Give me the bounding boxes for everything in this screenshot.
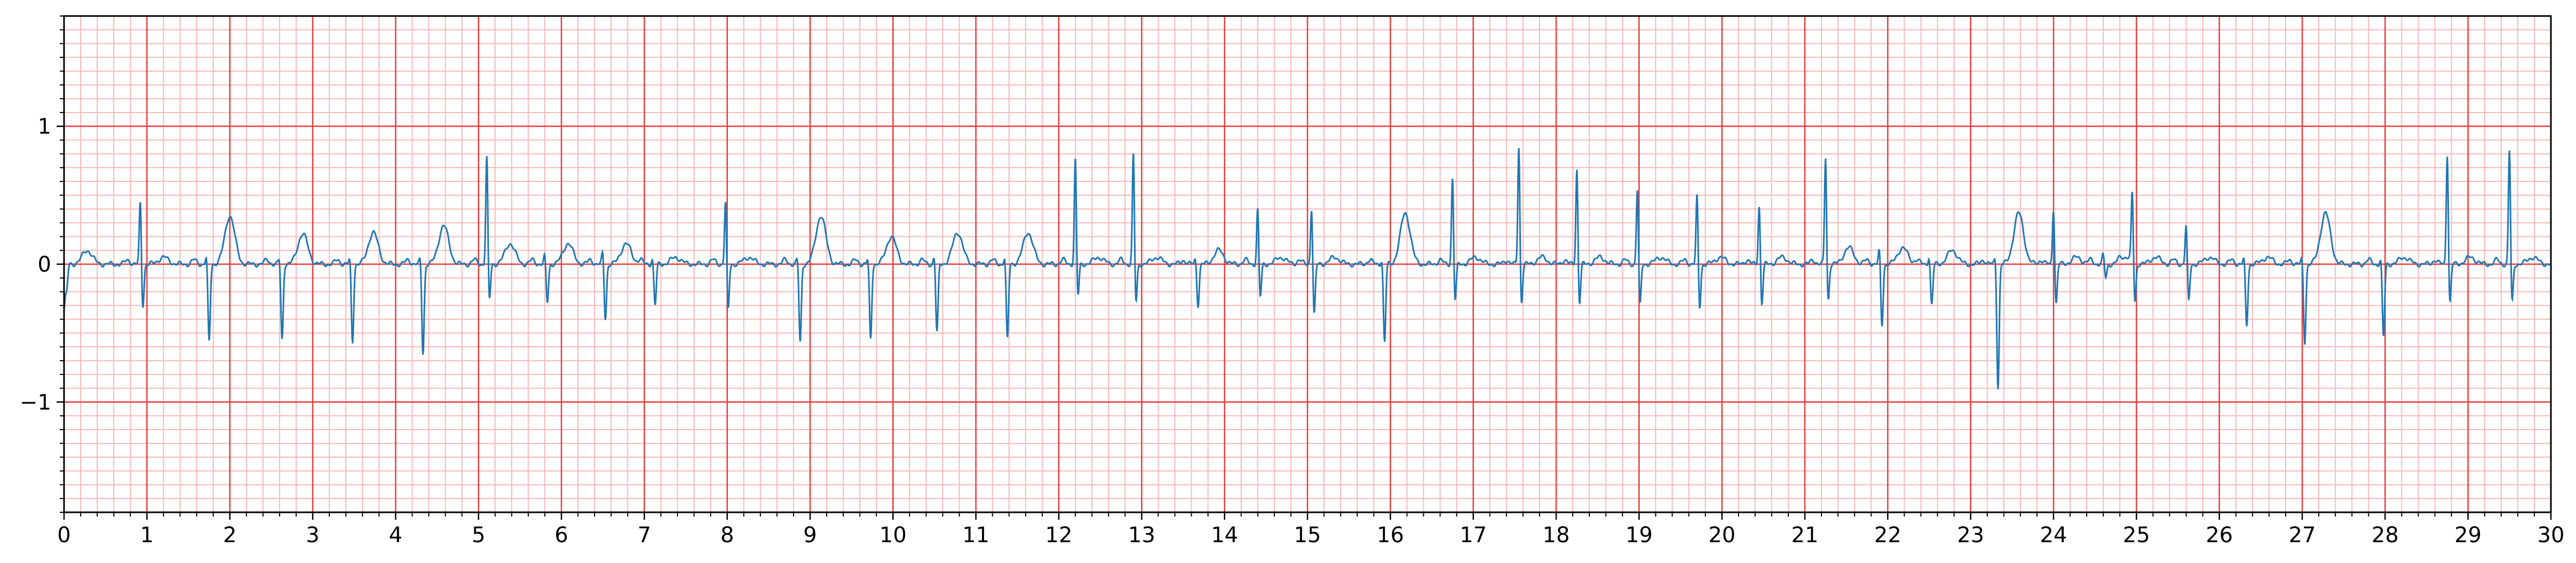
x-tick-label: 5 <box>472 523 485 548</box>
x-tick-label: 26 <box>2206 523 2233 548</box>
x-tick-label: 1 <box>140 523 154 548</box>
plot-frame <box>63 15 2552 513</box>
x-tick-label: 18 <box>1543 523 1570 548</box>
x-tick-label: 19 <box>1626 523 1653 548</box>
x-tick-label: 14 <box>1211 523 1238 548</box>
x-tick-label: 10 <box>879 523 907 548</box>
x-tick-label: 7 <box>638 523 651 548</box>
x-tick-label: 16 <box>1377 523 1404 548</box>
x-tick-label: 30 <box>2538 523 2565 548</box>
x-tick-label: 21 <box>1792 523 1819 548</box>
x-tick-label: 22 <box>1874 523 1901 548</box>
x-tick-label: 13 <box>1128 523 1155 548</box>
x-tick-label: 27 <box>2289 523 2316 548</box>
x-tick-label: 20 <box>1708 523 1735 548</box>
x-tick-label: 9 <box>803 523 817 548</box>
x-tick-label: 25 <box>2123 523 2150 548</box>
x-tick-label: 6 <box>554 523 568 548</box>
x-tick-label: 8 <box>720 523 734 548</box>
x-tick-labels: 0 1 2 3 4 5 6 7 8 9 10 11 12 13 14 15 16 17 18 19 20 21 22 23 24… <box>57 523 2564 548</box>
y-tick-label: 1 <box>38 115 51 139</box>
x-tick-label: 28 <box>2372 523 2399 548</box>
ecg-trace <box>63 148 2552 390</box>
x-tick-label: 24 <box>2040 523 2067 548</box>
y-tick-label: −1 <box>20 390 51 415</box>
x-tick-label: 3 <box>306 523 319 548</box>
x-tick-label: 0 <box>57 523 70 548</box>
x-tick-label: 11 <box>962 523 989 548</box>
x-tick-label: 4 <box>389 523 402 548</box>
x-tick-label: 29 <box>2454 523 2482 548</box>
y-tick-labels: 1 0 −1 <box>20 115 51 415</box>
x-tick-label: 15 <box>1294 523 1321 548</box>
x-tick-label: 17 <box>1460 523 1487 548</box>
x-tick-label: 12 <box>1045 523 1073 548</box>
y-tick-label: 0 <box>38 252 51 277</box>
x-tick-label: 2 <box>223 523 236 548</box>
x-tick-label: 23 <box>1957 523 1984 548</box>
